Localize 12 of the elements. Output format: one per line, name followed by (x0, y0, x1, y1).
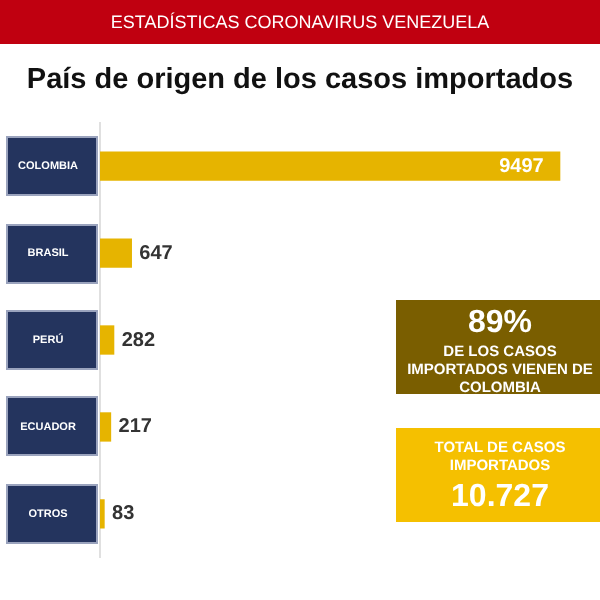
bar (100, 325, 115, 355)
data-label: 282 (121, 329, 156, 352)
annotation: 10.727 (449, 480, 551, 516)
text: ESTADÍSTICAS CORONAVIRUS VENEZUELA (0, 0, 600, 44)
data-label: 217 (118, 416, 153, 439)
bar (100, 412, 112, 442)
chart-title: País de origen de los casos importados (24, 64, 576, 96)
annotation: 89% (465, 306, 535, 342)
data-label: 647 (139, 242, 174, 265)
data-label: 9497 (499, 155, 545, 178)
bar (100, 238, 132, 268)
data-label: 83 (112, 503, 136, 526)
